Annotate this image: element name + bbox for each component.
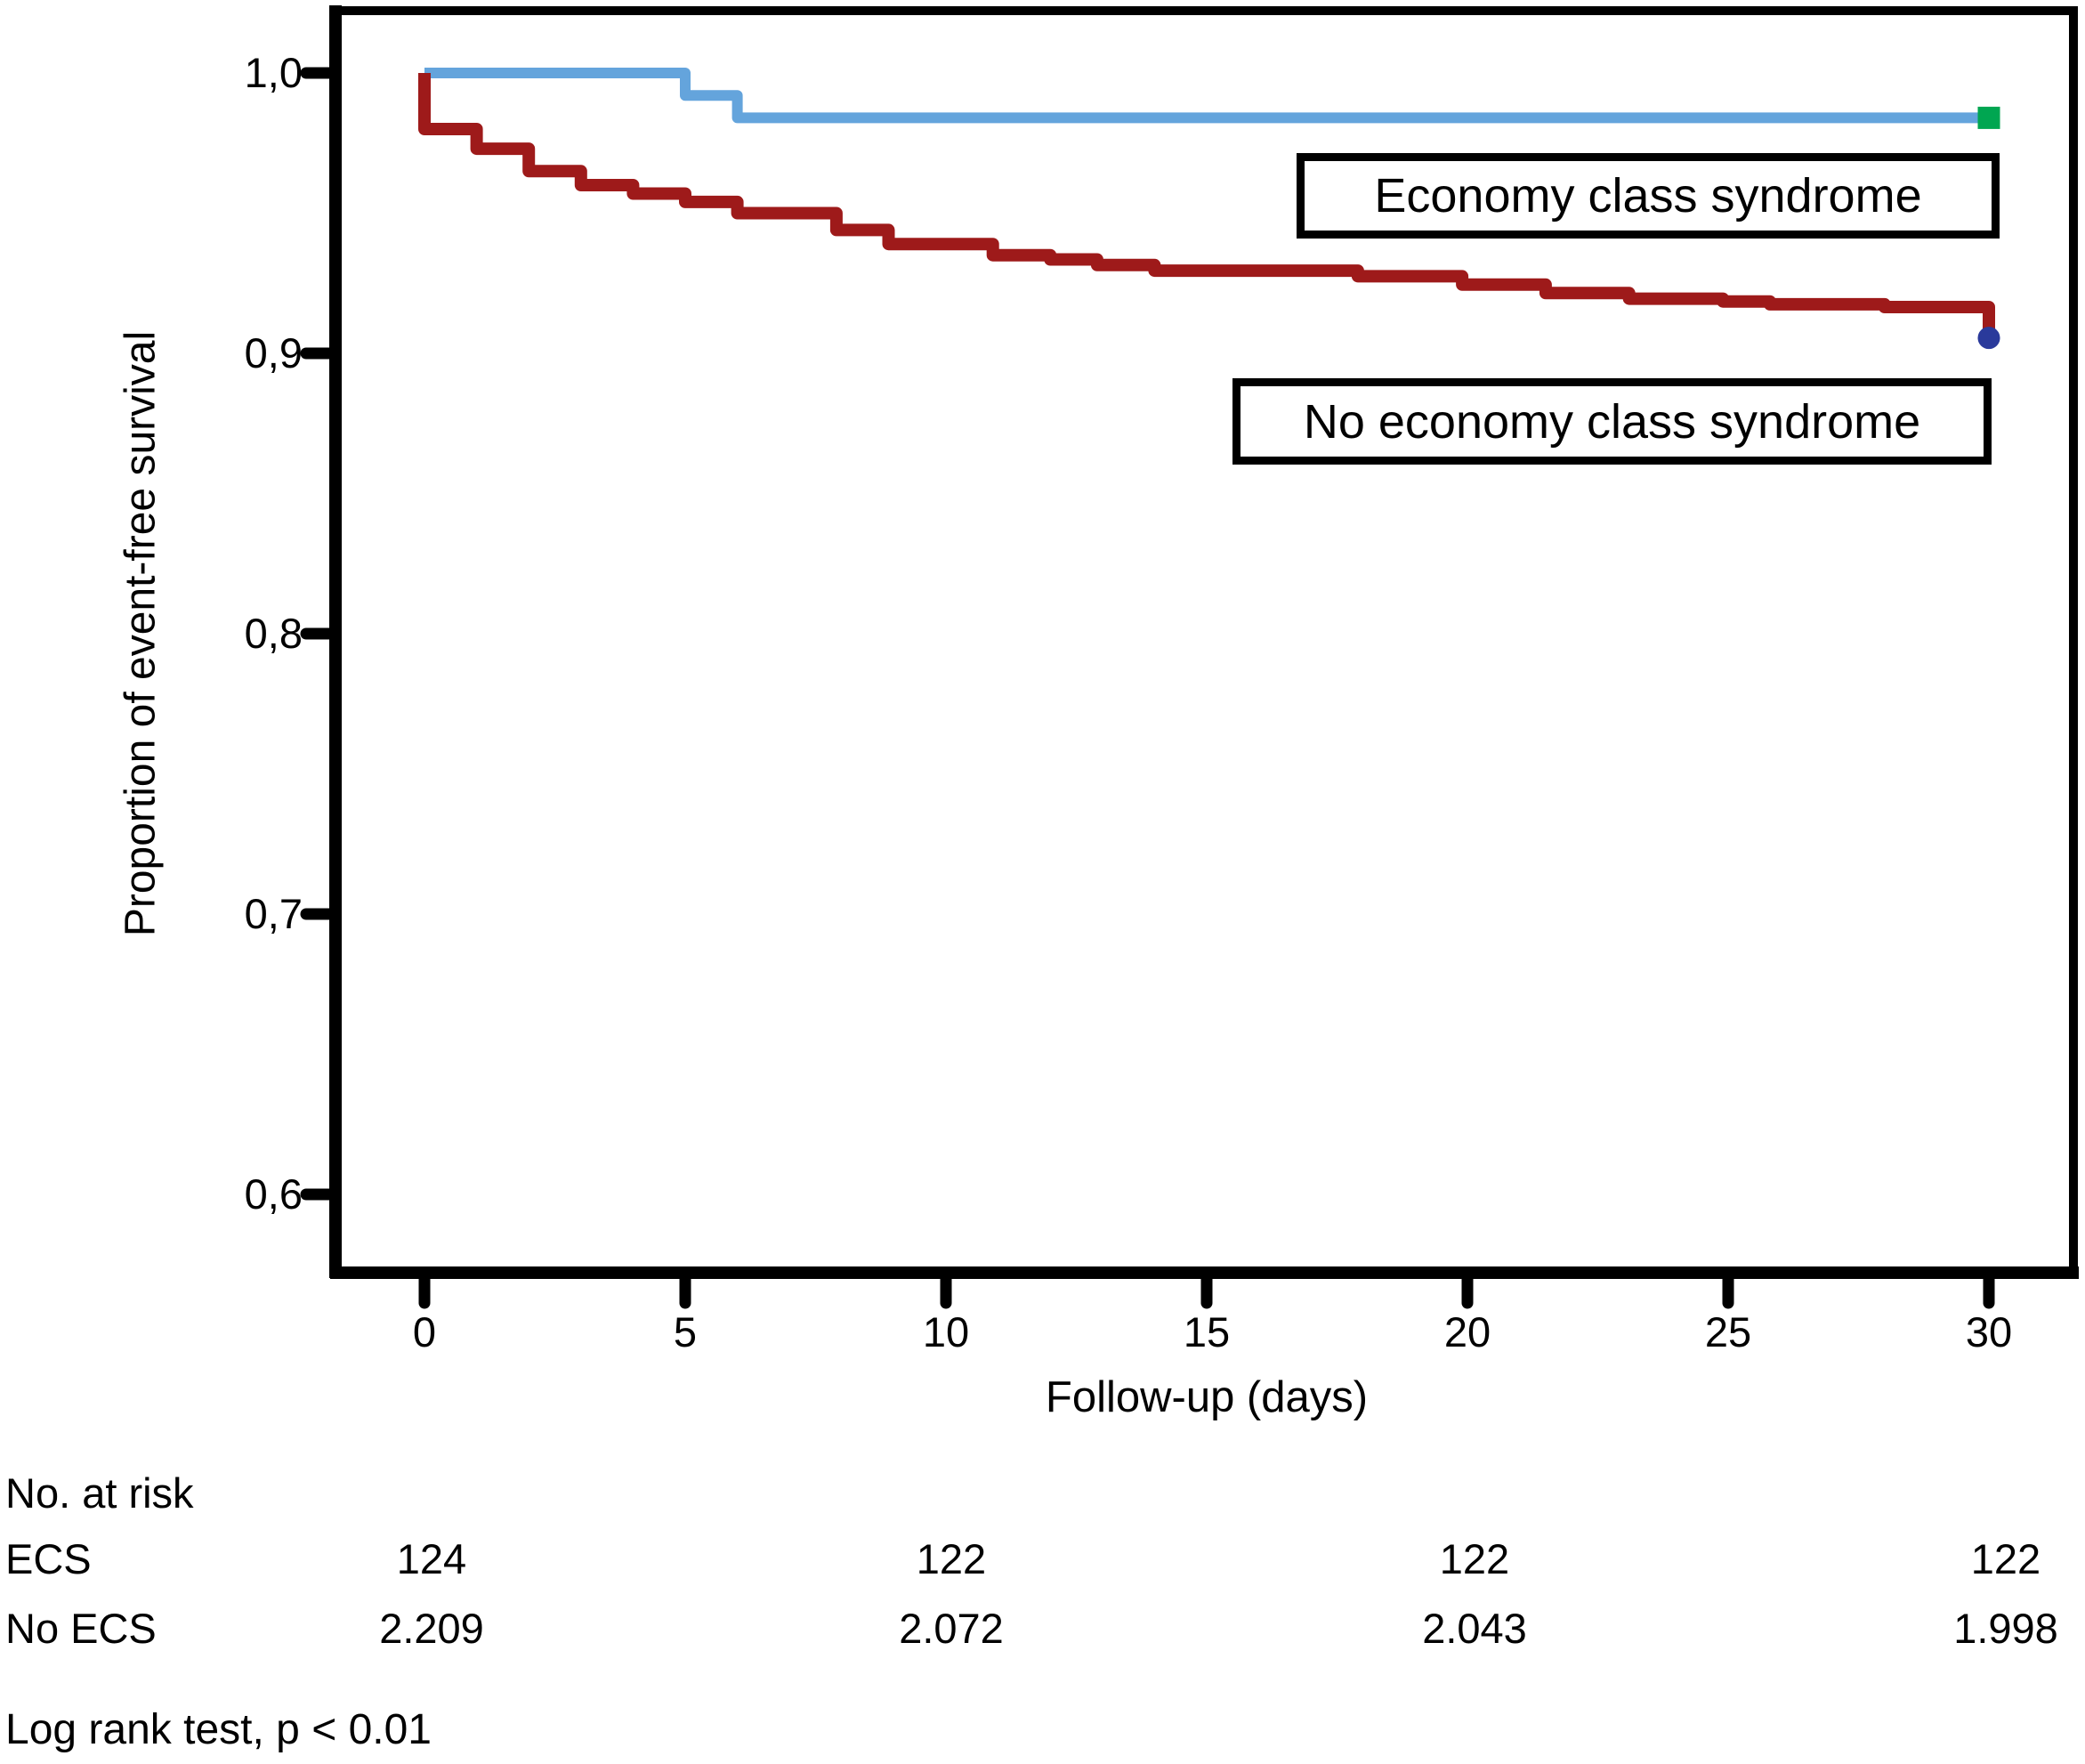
risk-row-label-no-ecs: No ECS: [5, 1605, 157, 1652]
censor-marker-ecs: [1977, 106, 2000, 129]
legend-box-ecs: Economy class syndrome: [1297, 153, 2000, 239]
y-tick-label-0.7: 0,7: [244, 890, 303, 937]
risk-value-ecs-day30: 122: [1970, 1535, 2041, 1582]
end-marker-no-ecs: [1977, 327, 2000, 350]
log-rank-statistic: Log rank test, p < 0.01: [5, 1706, 432, 1753]
curve-no-ecs: [418, 73, 1995, 338]
risk-value-no-ecs-day20: 2.043: [1422, 1605, 1527, 1652]
risk-row-label-ecs: ECS: [5, 1535, 92, 1582]
y-tick-label-0.8: 0,8: [244, 610, 303, 657]
x-tick-label-20: 20: [1443, 1308, 1491, 1355]
y-tick-label-1.0: 1,0: [244, 49, 303, 96]
risk-value-ecs-day20: 122: [1439, 1535, 1510, 1582]
risk-table-header: No. at risk: [5, 1469, 194, 1517]
x-tick-label-15: 15: [1183, 1308, 1231, 1355]
x-tick-label-5: 5: [673, 1308, 698, 1355]
legend-label-no-ecs: No economy class syndrome: [1303, 394, 1921, 449]
chart-dynamic-layer: [300, 67, 2000, 1309]
risk-value-no-ecs-day0: 2.209: [379, 1605, 484, 1652]
y-tick-label-0.6: 0,6: [244, 1170, 303, 1218]
risk-value-ecs-day10: 122: [916, 1535, 987, 1582]
y-tick-label-0.9: 0,9: [244, 329, 303, 376]
curve-ecs: [424, 68, 1989, 124]
risk-value-ecs-day0: 124: [396, 1535, 467, 1582]
legend-label-ecs: Economy class syndrome: [1374, 169, 1922, 223]
legend-box-no-ecs: No economy class syndrome: [1232, 378, 1992, 465]
risk-value-no-ecs-day30: 1.998: [1953, 1605, 2058, 1652]
x-tick-label-25: 25: [1704, 1308, 1752, 1355]
x-axis-title: Follow-up (days): [1045, 1373, 1369, 1421]
x-tick-label-30: 30: [1965, 1308, 2013, 1355]
risk-value-no-ecs-day10: 2.072: [899, 1605, 1004, 1652]
x-tick-label-10: 10: [922, 1308, 970, 1355]
x-tick-label-0: 0: [412, 1308, 437, 1355]
